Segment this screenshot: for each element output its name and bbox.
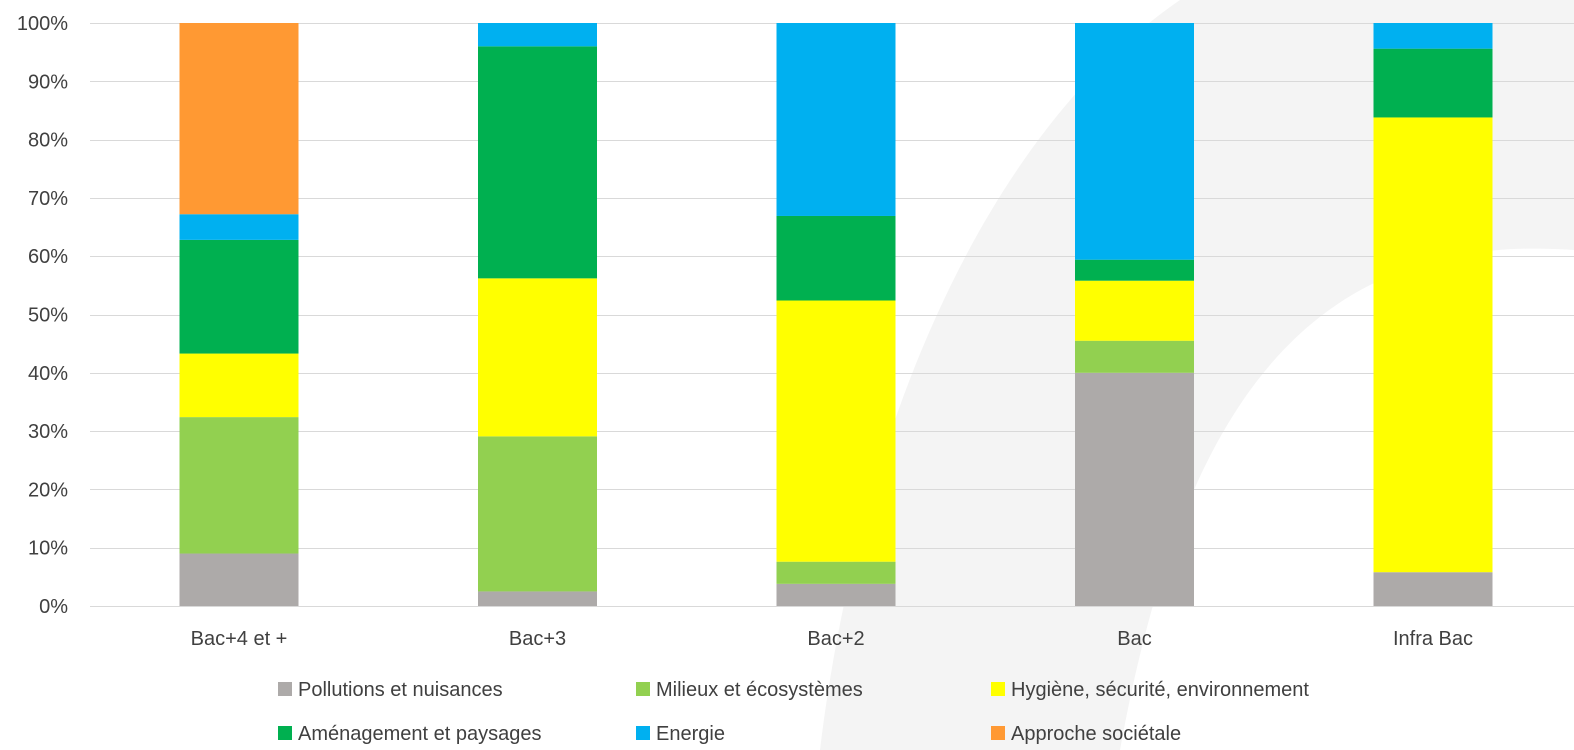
bar-segment xyxy=(776,561,896,584)
bar-segment xyxy=(179,417,299,554)
x-tick-label: Infra Bac xyxy=(1393,628,1473,650)
bar-segment xyxy=(1373,572,1493,606)
legend-label: Hygiène, sécurité, environnement xyxy=(1011,679,1309,701)
bar-segment xyxy=(1373,48,1493,118)
legend-item: Aménagement et paysages xyxy=(278,723,542,745)
bar-segment xyxy=(1075,259,1194,281)
bar-segment xyxy=(179,23,299,215)
legend: Pollutions et nuisances Milieux et écosys… xyxy=(278,679,1309,745)
bar-segment xyxy=(478,23,597,47)
bar-segment xyxy=(776,23,896,216)
bar-segment xyxy=(1373,23,1493,49)
y-tick-label: 20% xyxy=(28,479,68,501)
x-tick-label: Bac+4 et + xyxy=(191,628,288,650)
bar-segment xyxy=(179,214,299,240)
legend-swatch xyxy=(991,726,1005,740)
bar-segment xyxy=(478,591,597,606)
legend-item: Milieux et écosystèmes xyxy=(636,679,863,701)
bar-segment xyxy=(478,278,597,437)
legend-item: Pollutions et nuisances xyxy=(278,679,503,701)
bar-segment xyxy=(1373,117,1493,573)
y-tick-label: 100% xyxy=(17,13,68,35)
bar-segment xyxy=(478,46,597,279)
x-tick-label: Bac+2 xyxy=(807,628,864,650)
bar-segment xyxy=(179,239,299,354)
legend-label: Energie xyxy=(656,723,725,745)
legend-item: Approche sociétale xyxy=(991,723,1181,745)
bar-segment xyxy=(179,353,299,418)
bars xyxy=(179,23,1493,606)
bar-segment xyxy=(776,215,896,301)
legend-swatch xyxy=(636,726,650,740)
bar-segment xyxy=(1075,340,1194,373)
bar-segment xyxy=(776,583,896,606)
y-tick-label: 40% xyxy=(28,363,68,385)
legend-swatch xyxy=(278,682,292,696)
bar-segment xyxy=(179,553,299,606)
y-axis-tick-labels: 0% 10% 20% 30% 40% 50% 60% 70% 80% 90% 100% xyxy=(17,13,68,618)
y-tick-label: 90% xyxy=(28,71,68,93)
x-axis-tick-labels: Bac+4 et + Bac+3 Bac+2 Bac Infra Bac xyxy=(191,628,1473,650)
legend-swatch xyxy=(636,682,650,696)
legend-item: Energie xyxy=(636,723,725,745)
legend-label: Approche sociétale xyxy=(1011,723,1181,745)
bar-segment xyxy=(1075,280,1194,341)
bar-segment xyxy=(776,300,896,562)
legend-label: Milieux et écosystèmes xyxy=(656,679,863,701)
legend-swatch xyxy=(278,726,292,740)
legend-label: Aménagement et paysages xyxy=(298,723,542,745)
y-tick-label: 0% xyxy=(39,596,68,618)
x-tick-label: Bac xyxy=(1117,628,1151,650)
legend-label: Pollutions et nuisances xyxy=(298,679,503,701)
bar-segment xyxy=(1075,23,1194,260)
x-tick-label: Bac+3 xyxy=(509,628,566,650)
y-tick-label: 80% xyxy=(28,130,68,152)
bar-segment xyxy=(478,436,597,592)
y-tick-label: 70% xyxy=(28,188,68,210)
legend-swatch xyxy=(991,682,1005,696)
y-tick-label: 50% xyxy=(28,305,68,327)
y-tick-label: 60% xyxy=(28,246,68,268)
y-tick-label: 10% xyxy=(28,538,68,560)
bar-segment xyxy=(1075,372,1194,606)
y-tick-label: 30% xyxy=(28,421,68,443)
legend-item: Hygiène, sécurité, environnement xyxy=(991,679,1309,701)
